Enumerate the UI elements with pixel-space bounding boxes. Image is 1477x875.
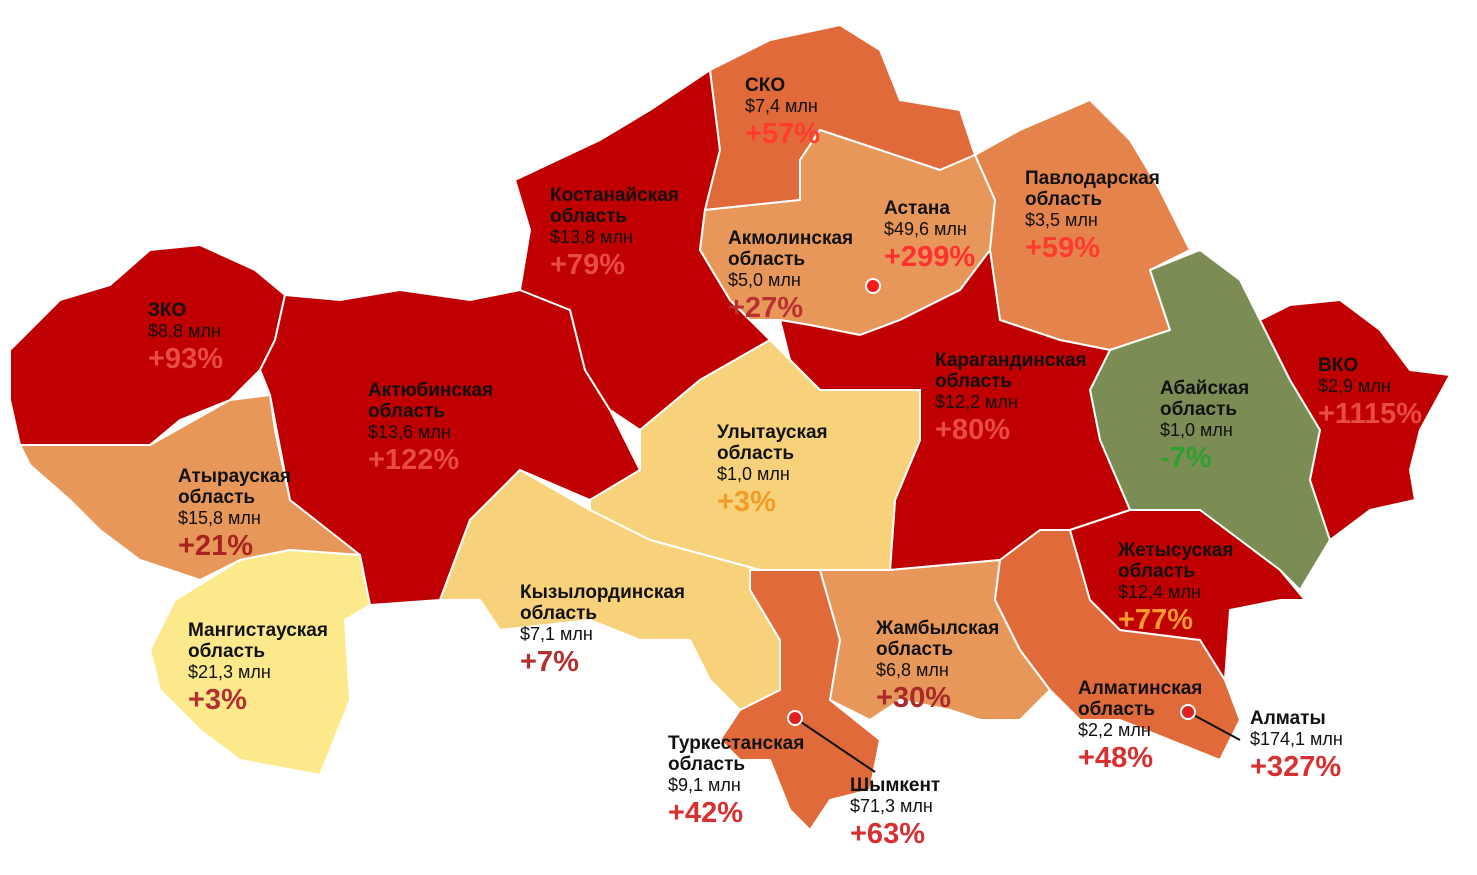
leader-line xyxy=(794,717,876,773)
region-change: +3% xyxy=(717,486,776,518)
region-amount: $174,1 млн xyxy=(1250,729,1343,749)
region-change: +122% xyxy=(368,444,460,476)
region-label: Кызылординская область $7,1 млн +7% xyxy=(520,582,685,679)
region-label: Абайская область $1,0 млн -7% xyxy=(1160,378,1249,475)
region-change: +48% xyxy=(1078,742,1153,774)
region-label: Атырауская область $15,8 млн +21% xyxy=(178,466,291,563)
region-change: +327% xyxy=(1250,751,1342,783)
region-aktobe xyxy=(259,289,641,606)
region-change: +3% xyxy=(188,684,247,716)
region-name: Костанайская область xyxy=(550,185,679,227)
region-label: Шымкент $71,3 млн +63% xyxy=(850,775,940,851)
region-label: Туркестанская область $9,1 млн +42% xyxy=(668,733,804,830)
region-vko xyxy=(1259,299,1451,541)
region-name: Туркестанская область xyxy=(668,733,805,775)
region-amount: $12,4 млн xyxy=(1118,582,1201,602)
region-amount: $3,5 млн xyxy=(1025,210,1098,230)
city-dot xyxy=(865,278,881,294)
region-change: +21% xyxy=(178,530,253,562)
region-change: +1115% xyxy=(1318,398,1423,430)
region-amount: $13,6 млн xyxy=(368,422,451,442)
region-name: Мангистауская область xyxy=(188,620,328,662)
region-name: Акмолинская область xyxy=(728,228,854,270)
region-label: ЗКО $8,8 млн +93% xyxy=(148,300,223,376)
region-label: Акмолинская область $5,0 млн +27% xyxy=(728,228,853,325)
region-ulytau xyxy=(589,339,921,571)
region-name: ЗКО xyxy=(148,300,187,321)
region-change: +80% xyxy=(935,414,1010,446)
region-name: Алматинская область xyxy=(1078,678,1203,720)
region-amount: $5,0 млн xyxy=(728,270,801,290)
regions xyxy=(9,24,1451,831)
region-name: Павлодарская область xyxy=(1025,168,1160,210)
region-amount: $49,6 млн xyxy=(884,219,967,239)
region-change: +63% xyxy=(850,818,925,850)
region-label: ВКО $2,9 млн +1115% xyxy=(1318,355,1422,431)
region-name: Карагандинская область xyxy=(935,350,1087,392)
region-amount: $6,8 млн xyxy=(876,660,949,680)
region-label: Павлодарская область $3,5 млн +59% xyxy=(1025,168,1160,265)
region-label: Жамбылская область $6,8 млн +30% xyxy=(876,618,999,715)
region-amount: $1,0 млн xyxy=(717,464,790,484)
region-zhetysu xyxy=(1069,509,1306,681)
region-change: +299% xyxy=(884,241,976,273)
region-amount: $2,9 млн xyxy=(1318,376,1391,396)
region-amount: $12,2 млн xyxy=(935,392,1018,412)
region-amount: $2,2 млн xyxy=(1078,720,1151,740)
region-name: Абайская область xyxy=(1160,378,1250,420)
region-mangystau xyxy=(149,549,371,776)
region-label: Актюбинская область $13,6 млн +122% xyxy=(368,380,493,477)
city-dot xyxy=(787,710,803,726)
region-name: Кызылординская область xyxy=(520,582,685,624)
region-change: -7% xyxy=(1160,442,1212,474)
region-name: Улытауская область xyxy=(717,422,828,464)
region-name: Жетысуская область xyxy=(1118,540,1234,582)
region-name: ВКО xyxy=(1318,355,1359,376)
region-label: Улытауская область $1,0 млн +3% xyxy=(717,422,828,519)
region-amount: $8,8 млн xyxy=(148,321,221,341)
region-name: Алматы xyxy=(1250,708,1326,729)
region-amount: $13,8 млн xyxy=(550,227,633,247)
region-name: СКО xyxy=(745,75,786,96)
region-label: Алматинская область $2,2 млн +48% xyxy=(1078,678,1202,775)
leader-line xyxy=(1187,711,1241,741)
region-name: Астана xyxy=(884,198,950,219)
region-change: +30% xyxy=(876,682,951,714)
region-amount: $71,3 млн xyxy=(850,796,933,816)
region-amount: $7,4 млн xyxy=(745,96,818,116)
region-amount: $15,8 млн xyxy=(178,508,261,528)
region-kostanay xyxy=(514,69,771,431)
region-label: Жетысуская область $12,4 млн +77% xyxy=(1118,540,1233,637)
region-label: Костанайская область $13,8 млн +79% xyxy=(550,185,679,282)
region-name: Атырауская область xyxy=(178,466,291,508)
region-name: Актюбинская область xyxy=(368,380,494,422)
region-change: +77% xyxy=(1118,604,1193,636)
region-amount: $9,1 млн xyxy=(668,775,741,795)
city-dot xyxy=(1180,704,1196,720)
region-amount: $1,0 млн xyxy=(1160,420,1233,440)
region-label: Алматы $174,1 млн +327% xyxy=(1250,708,1343,784)
region-name: Жамбылская область xyxy=(876,618,1000,660)
region-change: +7% xyxy=(520,646,579,678)
region-label: СКО $7,4 млн +57% xyxy=(745,75,820,151)
region-amount: $21,3 млн xyxy=(188,662,271,682)
region-name: Шымкент xyxy=(850,775,941,796)
region-label: Астана $49,6 млн +299% xyxy=(884,198,975,274)
region-change: +59% xyxy=(1025,232,1100,264)
region-change: +42% xyxy=(668,797,743,829)
region-change: +93% xyxy=(148,343,223,375)
region-change: +57% xyxy=(745,118,820,150)
region-label: Мангистауская область $21,3 млн +3% xyxy=(188,620,328,717)
region-change: +79% xyxy=(550,249,625,281)
region-change: +27% xyxy=(728,292,803,324)
region-label: Карагандинская область $12,2 млн +80% xyxy=(935,350,1086,447)
region-amount: $7,1 млн xyxy=(520,624,593,644)
